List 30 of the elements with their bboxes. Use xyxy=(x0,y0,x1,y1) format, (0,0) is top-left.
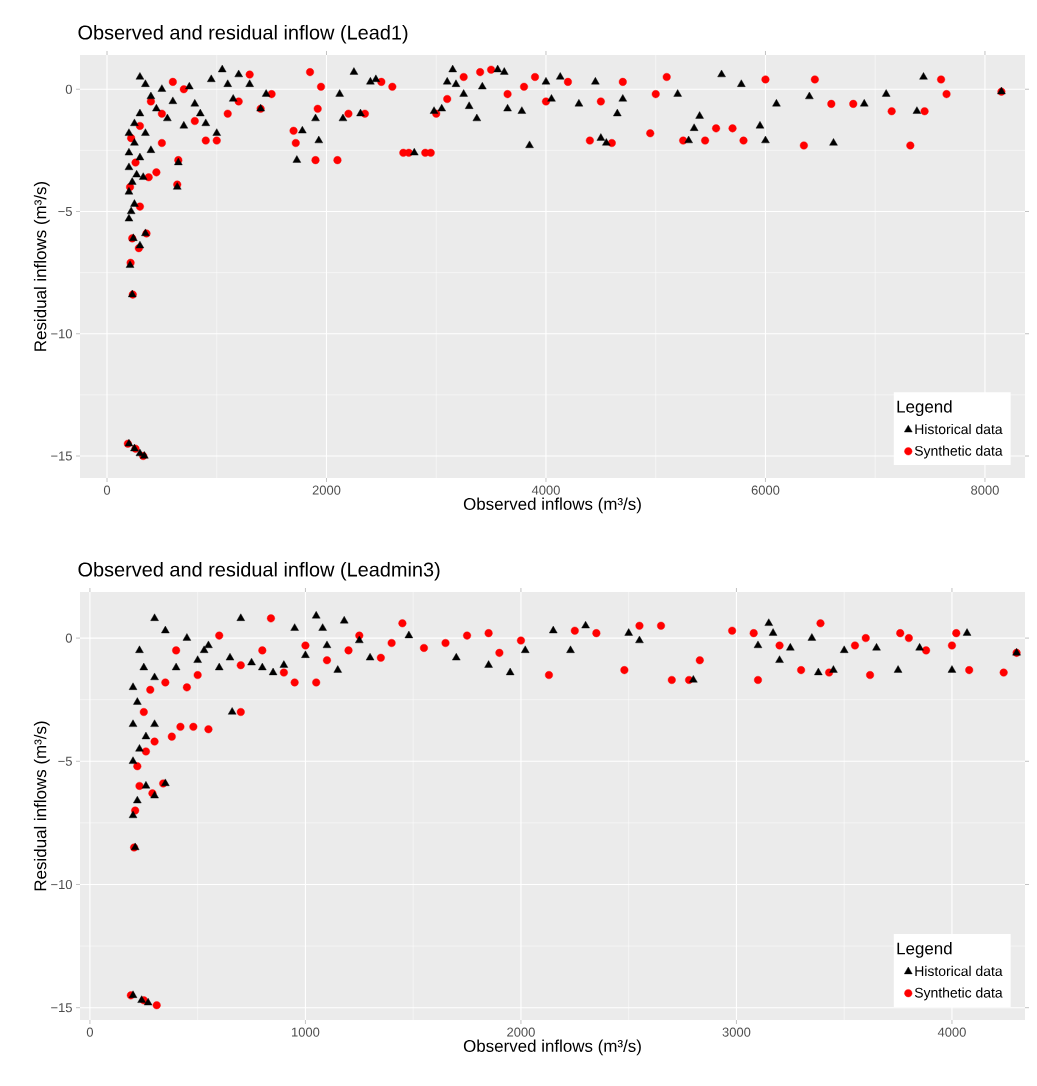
x-tick-label: 2000 xyxy=(312,485,341,495)
y-axis-title: Residual inflows (m³/s) xyxy=(33,721,50,891)
x-axis-title: Observed inflows (m³/s) xyxy=(463,497,641,514)
x-tick-label: 0 xyxy=(103,485,111,495)
chart-title: Observed and residual inflow (Lead1) xyxy=(78,24,408,44)
legend-title: Legend xyxy=(897,400,952,416)
x-tick-label: 4000 xyxy=(937,1027,966,1037)
y-tick-label: −10 xyxy=(51,329,72,339)
y-tick-label: −5 xyxy=(58,756,72,766)
legend-label: Synthetic data xyxy=(914,987,1003,1001)
chart-title: Observed and residual inflow (Leadmin3) xyxy=(78,561,440,581)
x-tick-label: 4000 xyxy=(531,485,560,495)
x-tick-label: 3000 xyxy=(722,1027,751,1037)
y-tick-label: 0 xyxy=(65,633,72,643)
y-tick-label: −15 xyxy=(51,451,72,461)
x-axis-title: Observed inflows (m³/s) xyxy=(463,1039,641,1056)
x-tick-label: 6000 xyxy=(751,485,780,495)
y-tick-label: 0 xyxy=(65,84,72,94)
x-tick-label: 1000 xyxy=(292,1027,320,1037)
legend-label: Historical data xyxy=(915,965,1003,977)
x-tick-label: 8000 xyxy=(971,485,999,495)
x-tick-label: 0 xyxy=(86,1027,94,1037)
y-tick-label: −15 xyxy=(51,1003,72,1013)
legend-title: Legend xyxy=(897,942,952,958)
y-axis-title: Residual inflows (m³/s) xyxy=(33,181,50,351)
legend-label: Historical data xyxy=(915,423,1003,435)
legend-label: Synthetic data xyxy=(914,445,1003,459)
x-tick-label: 2000 xyxy=(507,1027,535,1037)
y-tick-label: −10 xyxy=(51,879,72,890)
y-tick-label: −5 xyxy=(58,206,72,217)
